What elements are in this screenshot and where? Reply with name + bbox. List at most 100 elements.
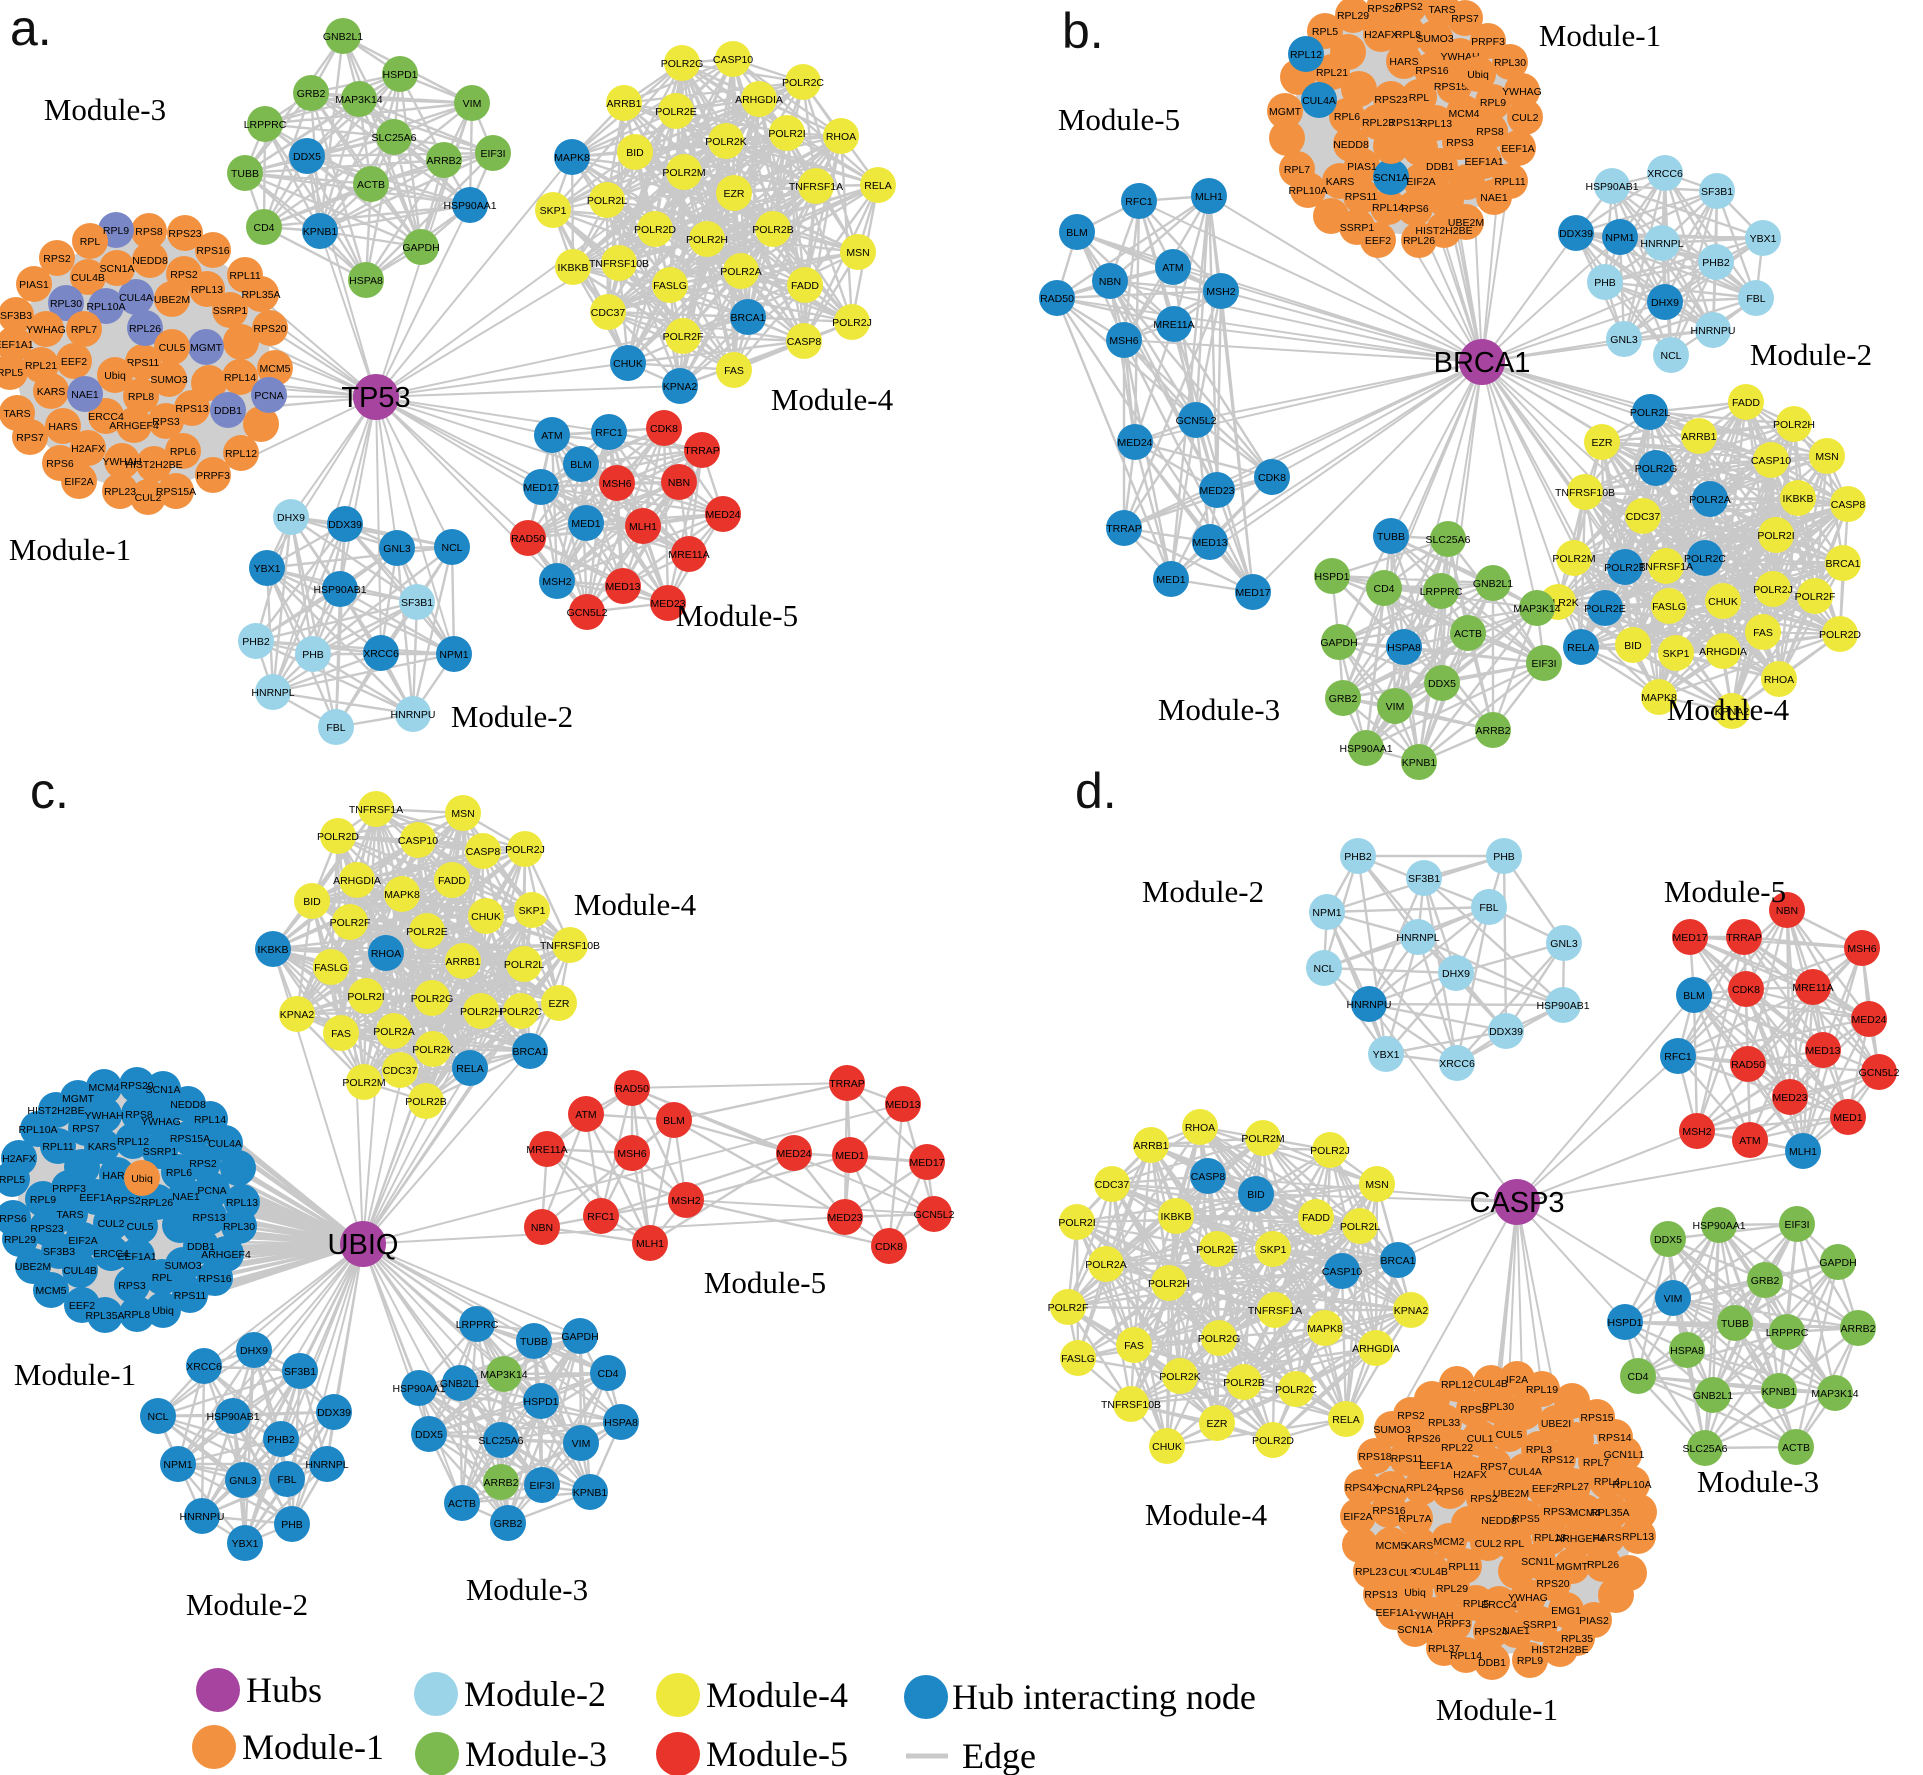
svg-text:CASP8: CASP8 (1191, 1171, 1226, 1183)
svg-text:POLR2I: POLR2I (768, 128, 805, 140)
svg-text:HIST2H2BE: HIST2H2BE (1415, 225, 1472, 237)
svg-text:NBN: NBN (1099, 276, 1121, 288)
svg-text:CASP3: CASP3 (1469, 1187, 1564, 1219)
svg-text:ARRB1: ARRB1 (1133, 1140, 1168, 1152)
svg-text:HSP90AA1: HSP90AA1 (392, 1383, 445, 1395)
svg-text:CUL4B: CUL4B (1474, 1378, 1508, 1390)
svg-text:RPL11: RPL11 (1448, 1561, 1479, 1573)
svg-text:MED13: MED13 (885, 1099, 920, 1111)
svg-text:NPM1: NPM1 (1312, 907, 1341, 919)
svg-text:CDC37: CDC37 (1095, 1179, 1130, 1191)
svg-text:SCN1A: SCN1A (1397, 1624, 1432, 1636)
svg-text:EEF2: EEF2 (1532, 1483, 1558, 1495)
svg-text:HIST2H2BE: HIST2H2BE (27, 1105, 84, 1117)
svg-text:EEF2: EEF2 (1365, 235, 1391, 247)
svg-text:SLC25A6: SLC25A6 (479, 1435, 524, 1447)
svg-text:H2AFX: H2AFX (1364, 29, 1398, 41)
svg-text:NEDD8: NEDD8 (1481, 1515, 1517, 1527)
svg-text:SKP1: SKP1 (1260, 1244, 1287, 1256)
svg-text:HSP90AA1: HSP90AA1 (1339, 743, 1392, 755)
svg-text:RPS7: RPS7 (1480, 1461, 1508, 1473)
svg-text:HSP90AA1: HSP90AA1 (443, 200, 496, 212)
svg-text:NAE1: NAE1 (1502, 1625, 1530, 1637)
svg-text:GRB2: GRB2 (1329, 693, 1358, 705)
svg-text:RPL6: RPL6 (1334, 111, 1360, 123)
svg-text:POLR2K: POLR2K (1159, 1371, 1200, 1383)
svg-text:MCM4: MCM4 (89, 1082, 120, 1094)
svg-text:POLR2H: POLR2H (1148, 1278, 1190, 1290)
svg-text:RPS13: RPS13 (175, 403, 208, 415)
svg-text:CUL4A: CUL4A (1302, 95, 1336, 107)
svg-text:EEF2: EEF2 (69, 1300, 95, 1312)
svg-text:Ubiq: Ubiq (1404, 1587, 1426, 1599)
svg-text:Module-3: Module-3 (1158, 692, 1280, 727)
svg-text:MED13: MED13 (1805, 1045, 1840, 1057)
svg-text:POLR2G: POLR2G (661, 58, 704, 70)
svg-text:ARHGDIA: ARHGDIA (735, 94, 783, 106)
svg-text:HNRNPL: HNRNPL (1396, 932, 1439, 944)
svg-text:CD4: CD4 (1373, 583, 1394, 595)
svg-text:MSN: MSN (1815, 451, 1838, 463)
svg-text:RPS11: RPS11 (1391, 1453, 1424, 1465)
svg-text:RPL21: RPL21 (1316, 67, 1348, 79)
svg-text:TRRAP: TRRAP (684, 445, 720, 457)
svg-text:MCM5: MCM5 (36, 1285, 67, 1297)
svg-text:MED23: MED23 (1199, 485, 1234, 497)
svg-text:MRE11A: MRE11A (1153, 319, 1194, 331)
svg-text:TRRAP: TRRAP (829, 1078, 865, 1090)
svg-text:Module-1: Module-1 (9, 532, 131, 567)
svg-text:d.: d. (1075, 763, 1117, 819)
svg-text:RPS23: RPS23 (1374, 94, 1407, 106)
svg-text:GRB2: GRB2 (1751, 1275, 1780, 1287)
svg-text:RPS8: RPS8 (1460, 1404, 1488, 1416)
svg-text:Edge: Edge (962, 1736, 1036, 1775)
svg-text:POLR2B: POLR2B (405, 1096, 446, 1108)
svg-text:PHB: PHB (1594, 277, 1616, 289)
svg-text:RPS2: RPS2 (1397, 1410, 1425, 1422)
svg-text:RPS2: RPS2 (113, 1195, 141, 1207)
svg-text:RPS3: RPS3 (1446, 137, 1474, 149)
svg-text:POLR2A: POLR2A (373, 1026, 414, 1038)
svg-text:POLR2C: POLR2C (500, 1006, 542, 1018)
svg-text:BID: BID (626, 147, 644, 159)
svg-text:Module-5: Module-5 (676, 598, 798, 633)
svg-text:RPL13: RPL13 (191, 284, 223, 296)
svg-text:RPS15A: RPS15A (156, 486, 196, 498)
svg-text:NAE1: NAE1 (172, 1191, 200, 1203)
svg-text:SCN1A: SCN1A (99, 263, 134, 275)
svg-text:TUBB: TUBB (1377, 531, 1405, 543)
svg-text:RPS6: RPS6 (0, 1213, 27, 1225)
svg-text:MAPK8: MAPK8 (1641, 692, 1677, 704)
svg-text:XRCC6: XRCC6 (363, 648, 399, 660)
svg-text:RFC1: RFC1 (595, 427, 623, 439)
svg-text:MSH2: MSH2 (1682, 1126, 1711, 1138)
svg-text:YWHAG: YWHAG (1508, 1592, 1548, 1604)
svg-text:ACTB: ACTB (448, 1498, 476, 1510)
svg-text:YBX1: YBX1 (232, 1538, 259, 1550)
svg-text:EZR: EZR (1592, 437, 1613, 449)
svg-text:ACTB: ACTB (357, 179, 385, 191)
svg-text:XRCC6: XRCC6 (1439, 1058, 1475, 1070)
svg-text:MAPK8: MAPK8 (554, 152, 590, 164)
svg-text:RPL22: RPL22 (1441, 1442, 1473, 1454)
svg-text:SF3B1: SF3B1 (401, 597, 433, 609)
svg-text:ATM: ATM (541, 430, 562, 442)
svg-text:DDB1: DDB1 (214, 405, 242, 417)
svg-text:KARS: KARS (37, 386, 66, 398)
svg-text:TUBB: TUBB (231, 168, 259, 180)
svg-text:Module-1: Module-1 (242, 1727, 384, 1767)
svg-text:VIM: VIM (1664, 1293, 1683, 1305)
svg-text:RPL26: RPL26 (1587, 1559, 1619, 1571)
svg-text:CUL4A: CUL4A (1508, 1466, 1542, 1478)
svg-text:PIAS1: PIAS1 (19, 279, 49, 291)
svg-text:CDK8: CDK8 (650, 423, 678, 435)
svg-text:POLR2E: POLR2E (655, 106, 696, 118)
svg-text:POLR2J: POLR2J (1753, 584, 1793, 596)
svg-text:SLC25A6: SLC25A6 (372, 132, 417, 144)
svg-text:MAP3K14: MAP3K14 (1811, 1388, 1858, 1400)
svg-text:H2AFX: H2AFX (2, 1153, 36, 1165)
svg-text:LRPPRC: LRPPRC (456, 1319, 499, 1331)
svg-text:Module-3: Module-3 (44, 92, 166, 127)
svg-text:RPS16: RPS16 (196, 245, 229, 257)
svg-text:ARRB1: ARRB1 (606, 98, 641, 110)
